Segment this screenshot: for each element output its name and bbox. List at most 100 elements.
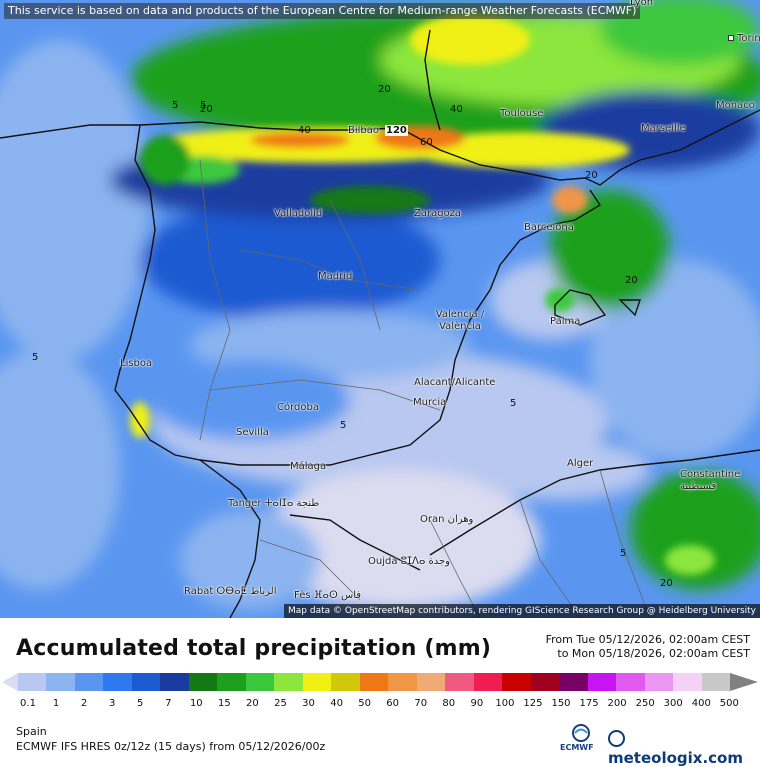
city-label-lisboa: Lisboa — [120, 358, 153, 369]
colorbar-tick-label: 500 — [719, 698, 739, 709]
contour-label: 60 — [420, 137, 433, 148]
contour-label: 40 — [298, 125, 311, 136]
precipitation-map[interactable]: This service is based on data and produc… — [0, 0, 760, 618]
city-marker-icon — [728, 35, 734, 41]
map-canvas — [0, 0, 760, 618]
colorbar-tick-label: 300 — [663, 698, 683, 709]
colorbar-tick-label: 200 — [607, 698, 627, 709]
brand-text: meteologix.com — [608, 749, 743, 767]
colorbar-tick-label: 80 — [442, 698, 456, 709]
colorbar-tick-label: 15 — [217, 698, 231, 709]
city-label-marseille: Marseille — [641, 123, 686, 134]
colorbar-tick-label: 100 — [495, 698, 515, 709]
meteologix-logo-icon — [608, 730, 625, 747]
contour-label: 40 — [450, 104, 463, 115]
city-label-tanger: Tanger ⵜⴰⵏⵊⴰ طنجة — [228, 498, 320, 509]
city-label-malaga: Málaga — [290, 461, 327, 472]
contour-label: 120 — [385, 125, 408, 136]
contour-label: 5 — [620, 548, 627, 559]
colorbar-swatch — [587, 673, 617, 691]
colorbar-swatch — [274, 673, 303, 691]
city-label-oran: Oran وهران — [420, 514, 474, 525]
map-attribution: Map data © OpenStreetMap contributors, r… — [284, 604, 760, 618]
colorbar-swatch — [701, 673, 731, 691]
city-label-fes: Fès ⴼⴰⵙ فاس — [294, 590, 362, 601]
city-label-murcia: Murcia — [413, 397, 447, 408]
colorbar-min-arrow-icon — [2, 673, 18, 691]
contour-label: 20 — [585, 170, 598, 181]
ecmwf-notice-banner: This service is based on data and produc… — [4, 3, 641, 19]
contour-label: 5 — [172, 100, 179, 111]
colorbar-swatch — [331, 673, 360, 691]
contour-label: 20 — [625, 275, 638, 286]
city-label-sevilla: Sevilla — [236, 427, 269, 438]
colorbar-ticks: 0.1 1 2 3 5 7 10 15 20 25 30 40 50 60 70 80 90 100 125 150 1… — [18, 698, 750, 712]
city-label-bilbao: Bilbao — [348, 125, 380, 136]
colorbar-tick-label: 60 — [386, 698, 400, 709]
colorbar-tick-label: 2 — [80, 698, 88, 709]
city-label-alger: Alger — [567, 458, 594, 469]
region-label: Spain — [16, 725, 47, 738]
period-from: From Tue 05/12/2026, 02:00am CEST — [545, 633, 750, 646]
city-label-valencia: Valencia / València — [435, 309, 485, 332]
colorbar-tick-label: 175 — [579, 698, 599, 709]
colorbar-tick-label: 10 — [189, 698, 203, 709]
city-label-lyon: Lyon — [630, 0, 654, 8]
colorbar-swatch — [416, 673, 446, 691]
colorbar-tick-label: 150 — [551, 698, 571, 709]
contour-label: 20 — [200, 104, 213, 115]
colorbar-tick-label: 25 — [274, 698, 287, 709]
city-label-cordoba: Córdoba — [277, 402, 319, 413]
city-label-rabat: Rabat ⵔⴱⴰⵟ الرباط — [184, 586, 277, 597]
colorbar-swatch — [18, 673, 47, 691]
colorbar-swatch — [616, 673, 645, 691]
period-to: to Mon 05/18/2026, 02:00am CEST — [557, 647, 750, 660]
colorbar-swatch — [673, 673, 702, 691]
colorbar-swatch — [359, 673, 389, 691]
city-label-barcelona: Barcelona — [524, 222, 574, 233]
colorbar-swatch — [530, 673, 560, 691]
colorbar-swatch — [217, 673, 246, 691]
colorbar-swatch — [502, 673, 531, 691]
ecmwf-emblem-icon — [572, 724, 590, 742]
city-label-madrid: Madrid — [318, 271, 353, 282]
colorbar-swatch — [388, 673, 417, 691]
colorbar-swatch — [74, 673, 104, 691]
colorbar-tick-label: 3 — [108, 698, 116, 709]
legend-title: Accumulated total precipitation (mm) — [16, 636, 492, 661]
city-label-alacant: Alacant/Alicante — [414, 377, 496, 388]
colorbar-tick-label: 0.1 — [20, 698, 36, 709]
city-label-toulouse: Toulouse — [500, 108, 544, 119]
colorbar-swatch — [103, 673, 132, 691]
city-label-valladolid: Valladolid — [274, 208, 323, 219]
colorbar-swatch — [559, 673, 588, 691]
colorbar-tick-label: 70 — [414, 698, 428, 709]
city-label-monaco: Monaco — [716, 100, 755, 111]
colorbar-tick-label: 40 — [330, 698, 343, 709]
colorbar-tick-label: 5 — [137, 698, 144, 709]
colorbar-swatch — [131, 673, 161, 691]
ecmwf-logo[interactable]: ECMWF — [560, 724, 604, 756]
contour-label: 20 — [660, 578, 673, 589]
city-label-palma: Palma — [550, 316, 581, 327]
colorbar-swatch — [302, 673, 332, 691]
colorbar-tick-label: 400 — [691, 698, 711, 709]
model-info: ECMWF IFS HRES 0z/12z (15 days) from 05/… — [16, 740, 326, 753]
contour-label: 5 — [200, 100, 207, 111]
colorbar-swatch — [473, 673, 503, 691]
forecast-period: From Tue 05/12/2026, 02:00am CEST to Mon… — [546, 633, 750, 661]
colorbar-swatch — [245, 673, 275, 691]
admin-borders — [199, 159, 651, 618]
colorbar-tick-label: 125 — [523, 698, 543, 709]
meteologix-brand-link[interactable]: meteologix.com — [608, 730, 760, 767]
contour-label: 5 — [32, 352, 39, 363]
colorbar-swatch — [644, 673, 674, 691]
coastline — [0, 29, 760, 618]
contour-label: 20 — [378, 84, 391, 95]
colorbar-swatch — [188, 673, 218, 691]
colorbar-swatch — [46, 673, 75, 691]
contour-label: 5 — [340, 420, 347, 431]
legend-panel: Accumulated total precipitation (mm) Fro… — [0, 618, 760, 767]
contour-label: 5 — [510, 398, 517, 409]
colorbar-tick-label: 250 — [635, 698, 655, 709]
